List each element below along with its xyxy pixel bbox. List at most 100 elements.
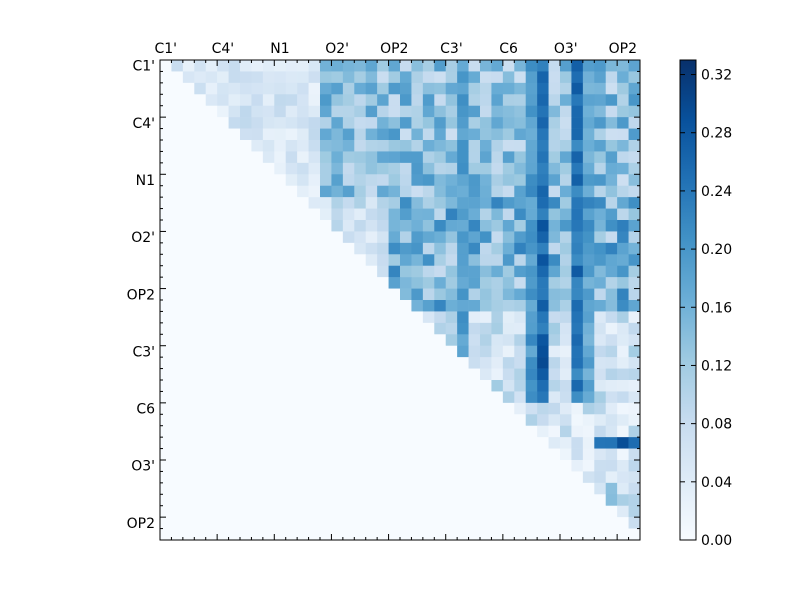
heatmap-cell bbox=[594, 185, 607, 198]
heatmap-cell bbox=[445, 414, 458, 427]
x-tick-label: C1' bbox=[154, 41, 177, 57]
y-tick-label: O3' bbox=[131, 459, 155, 475]
heatmap-cell bbox=[411, 242, 424, 255]
heatmap-cell bbox=[262, 311, 275, 324]
heatmap-cell bbox=[502, 380, 515, 392]
heatmap-cell bbox=[342, 402, 355, 415]
heatmap-cell bbox=[537, 174, 549, 187]
heatmap-cell bbox=[548, 300, 561, 312]
heatmap-cell bbox=[400, 494, 412, 507]
heatmap-cell bbox=[274, 117, 287, 129]
heatmap-cell bbox=[582, 197, 595, 209]
heatmap-cell bbox=[160, 380, 172, 392]
heatmap-cell bbox=[445, 82, 458, 95]
heatmap-cell bbox=[194, 208, 207, 221]
heatmap-cell bbox=[514, 105, 527, 118]
heatmap-cell bbox=[171, 231, 184, 244]
heatmap-cell bbox=[411, 140, 424, 152]
heatmap-cell bbox=[354, 105, 367, 118]
heatmap-cell bbox=[571, 220, 584, 232]
heatmap-cell bbox=[217, 345, 229, 358]
heatmap-cell bbox=[468, 254, 481, 267]
heatmap-cell bbox=[194, 471, 207, 484]
heatmap-cell bbox=[308, 140, 321, 152]
heatmap-cell bbox=[594, 220, 607, 232]
heatmap-cell bbox=[308, 494, 321, 507]
heatmap-cell bbox=[354, 162, 367, 175]
heatmap-cell bbox=[457, 128, 469, 141]
heatmap-cell bbox=[285, 380, 298, 392]
heatmap-cell bbox=[605, 391, 618, 404]
heatmap-cell bbox=[445, 231, 458, 244]
heatmap-cell bbox=[457, 60, 469, 72]
heatmap-cell bbox=[422, 208, 435, 221]
heatmap-cell bbox=[468, 345, 481, 358]
heatmap-cell bbox=[628, 414, 641, 427]
heatmap-cell bbox=[320, 254, 332, 267]
heatmap-cell bbox=[354, 242, 367, 255]
heatmap-cell bbox=[480, 482, 492, 495]
heatmap-cell bbox=[331, 162, 344, 175]
heatmap-cell bbox=[491, 345, 504, 358]
heatmap-cell bbox=[217, 197, 229, 209]
heatmap-cell bbox=[308, 391, 321, 404]
heatmap-cell bbox=[217, 391, 229, 404]
heatmap-cell bbox=[525, 517, 538, 529]
heatmap-cell bbox=[262, 437, 275, 449]
heatmap-cell bbox=[548, 345, 561, 358]
heatmap-cell bbox=[582, 322, 595, 335]
heatmap-cell bbox=[434, 60, 447, 72]
heatmap-cell bbox=[548, 357, 561, 369]
heatmap-cell bbox=[480, 505, 492, 518]
heatmap-cell bbox=[342, 460, 355, 472]
heatmap-cell bbox=[160, 254, 172, 267]
heatmap-cell bbox=[400, 300, 412, 312]
heatmap-cell bbox=[525, 322, 538, 335]
heatmap-cell bbox=[354, 368, 367, 381]
heatmap-cell bbox=[491, 448, 504, 461]
heatmap-cell bbox=[377, 140, 389, 152]
heatmap-cell bbox=[217, 220, 229, 232]
heatmap-cell bbox=[365, 402, 378, 415]
heatmap-cell bbox=[502, 128, 515, 141]
heatmap-cell bbox=[445, 185, 458, 198]
heatmap-cell bbox=[205, 105, 218, 118]
heatmap-cell bbox=[228, 322, 241, 335]
heatmap-cell bbox=[160, 105, 172, 118]
heatmap-cell bbox=[422, 448, 435, 461]
heatmap-cell bbox=[297, 174, 309, 187]
heatmap-cell bbox=[308, 402, 321, 415]
heatmap-cell bbox=[331, 82, 344, 95]
heatmap-cell bbox=[240, 300, 252, 312]
heatmap-cell bbox=[377, 402, 389, 415]
heatmap-cell bbox=[594, 460, 607, 472]
heatmap-cell bbox=[605, 322, 618, 335]
heatmap-cell bbox=[411, 185, 424, 198]
heatmap-cell bbox=[525, 437, 538, 449]
heatmap-cell bbox=[571, 334, 584, 347]
heatmap-cell bbox=[240, 528, 252, 541]
heatmap-cell bbox=[628, 482, 641, 495]
heatmap-cell bbox=[251, 334, 264, 347]
heatmap-cell bbox=[537, 231, 549, 244]
heatmap-cell bbox=[434, 345, 447, 358]
heatmap-cell bbox=[434, 460, 447, 472]
heatmap-cell bbox=[480, 185, 492, 198]
heatmap-cell bbox=[194, 265, 207, 278]
heatmap-cell bbox=[160, 437, 172, 449]
heatmap-cell bbox=[194, 277, 207, 289]
heatmap-cell bbox=[205, 71, 218, 84]
heatmap-cell bbox=[468, 460, 481, 472]
heatmap-cell bbox=[194, 368, 207, 381]
heatmap-cell bbox=[434, 242, 447, 255]
heatmap-cell bbox=[560, 425, 572, 438]
heatmap-cell bbox=[411, 162, 424, 175]
heatmap-cell bbox=[182, 414, 195, 427]
heatmap-cell bbox=[331, 105, 344, 118]
heatmap-cell bbox=[605, 437, 618, 449]
heatmap-cell bbox=[617, 94, 629, 107]
heatmap-cell bbox=[502, 402, 515, 415]
heatmap-cell bbox=[560, 391, 572, 404]
heatmap-cell bbox=[594, 311, 607, 324]
heatmap-cell bbox=[285, 402, 298, 415]
